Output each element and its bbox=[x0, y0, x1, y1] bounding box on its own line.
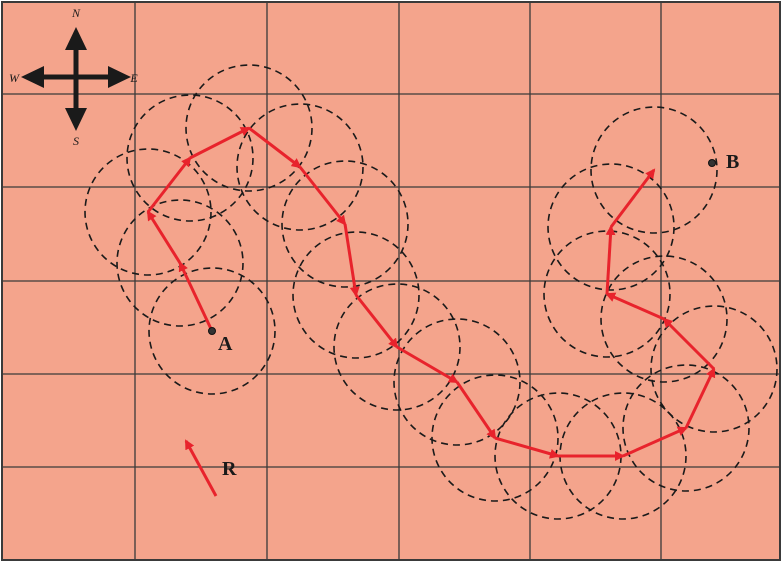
step-circle bbox=[600, 255, 728, 383]
step-arrow bbox=[622, 426, 688, 458]
step-circle bbox=[281, 160, 409, 288]
step-arrow bbox=[248, 126, 302, 169]
step-arrow bbox=[354, 294, 399, 349]
compass-south-label: S bbox=[73, 134, 79, 148]
step-circle bbox=[84, 148, 212, 276]
step-circle bbox=[116, 199, 244, 327]
step-circle bbox=[650, 305, 778, 433]
compass-arrows-icon bbox=[21, 27, 131, 131]
step-arrow bbox=[178, 261, 214, 332]
end-point-dot bbox=[708, 159, 716, 167]
step-circle bbox=[126, 94, 254, 222]
walk-path bbox=[146, 126, 716, 461]
step-arrow bbox=[298, 166, 347, 226]
step-circle bbox=[333, 283, 461, 411]
compass-east-label: E bbox=[129, 71, 138, 85]
step-circle bbox=[185, 64, 313, 192]
step-circle bbox=[547, 163, 675, 291]
step-circle bbox=[543, 230, 671, 358]
step-circle bbox=[393, 318, 521, 446]
step-arrow bbox=[609, 168, 656, 228]
start-point-dot bbox=[208, 327, 216, 335]
compass-rose: N S W E bbox=[9, 6, 138, 148]
step-circle bbox=[431, 374, 559, 502]
step-arrow bbox=[189, 126, 251, 160]
step-circles bbox=[84, 64, 778, 520]
step-arrow bbox=[494, 436, 560, 459]
legend-arrow bbox=[184, 439, 218, 497]
legend-label: R bbox=[222, 458, 237, 480]
step-circle bbox=[622, 364, 750, 492]
start-label: A bbox=[218, 333, 233, 355]
step-arrow bbox=[146, 156, 192, 213]
step-circle bbox=[148, 267, 276, 395]
step-arrow bbox=[605, 225, 616, 295]
step-arrow bbox=[146, 210, 182, 264]
step-arrow bbox=[662, 317, 716, 371]
step-arrow bbox=[396, 345, 459, 384]
compass-north-label: N bbox=[71, 6, 81, 20]
step-circle bbox=[236, 103, 364, 231]
step-arrow bbox=[455, 381, 497, 440]
end-label: B bbox=[726, 151, 739, 173]
compass-west-label: W bbox=[9, 71, 20, 85]
step-circle bbox=[292, 231, 420, 359]
step-arrow bbox=[684, 367, 716, 429]
step-arrow bbox=[343, 223, 360, 297]
step-circle bbox=[590, 106, 718, 234]
step-arrow bbox=[605, 292, 665, 321]
